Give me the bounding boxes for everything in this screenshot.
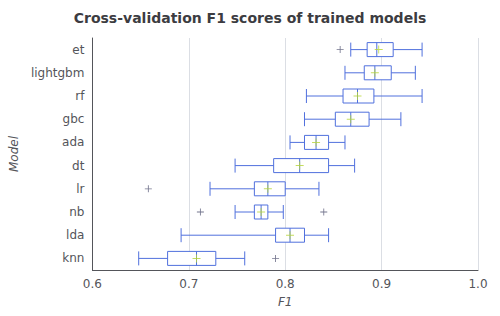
svg-text:rf: rf (75, 89, 85, 103)
svg-text:0.9: 0.9 (372, 277, 391, 291)
svg-text:gbc: gbc (63, 112, 85, 126)
svg-text:0.8: 0.8 (276, 277, 295, 291)
svg-text:0.7: 0.7 (179, 277, 198, 291)
svg-text:ada: ada (62, 135, 84, 149)
svg-text:knn: knn (62, 251, 84, 265)
svg-text:lda: lda (66, 228, 84, 242)
svg-text:lr: lr (76, 182, 84, 196)
svg-text:et: et (72, 43, 84, 57)
svg-text:nb: nb (69, 205, 84, 219)
svg-text:0.6: 0.6 (83, 277, 102, 291)
svg-text:Cross-validation F1 scores of: Cross-validation F1 scores of trained mo… (74, 10, 427, 26)
svg-text:F1: F1 (278, 295, 293, 309)
svg-text:dt: dt (72, 159, 85, 173)
svg-text:1.0: 1.0 (468, 277, 487, 291)
svg-text:lightgbm: lightgbm (31, 66, 85, 80)
svg-text:Model: Model (7, 135, 21, 172)
